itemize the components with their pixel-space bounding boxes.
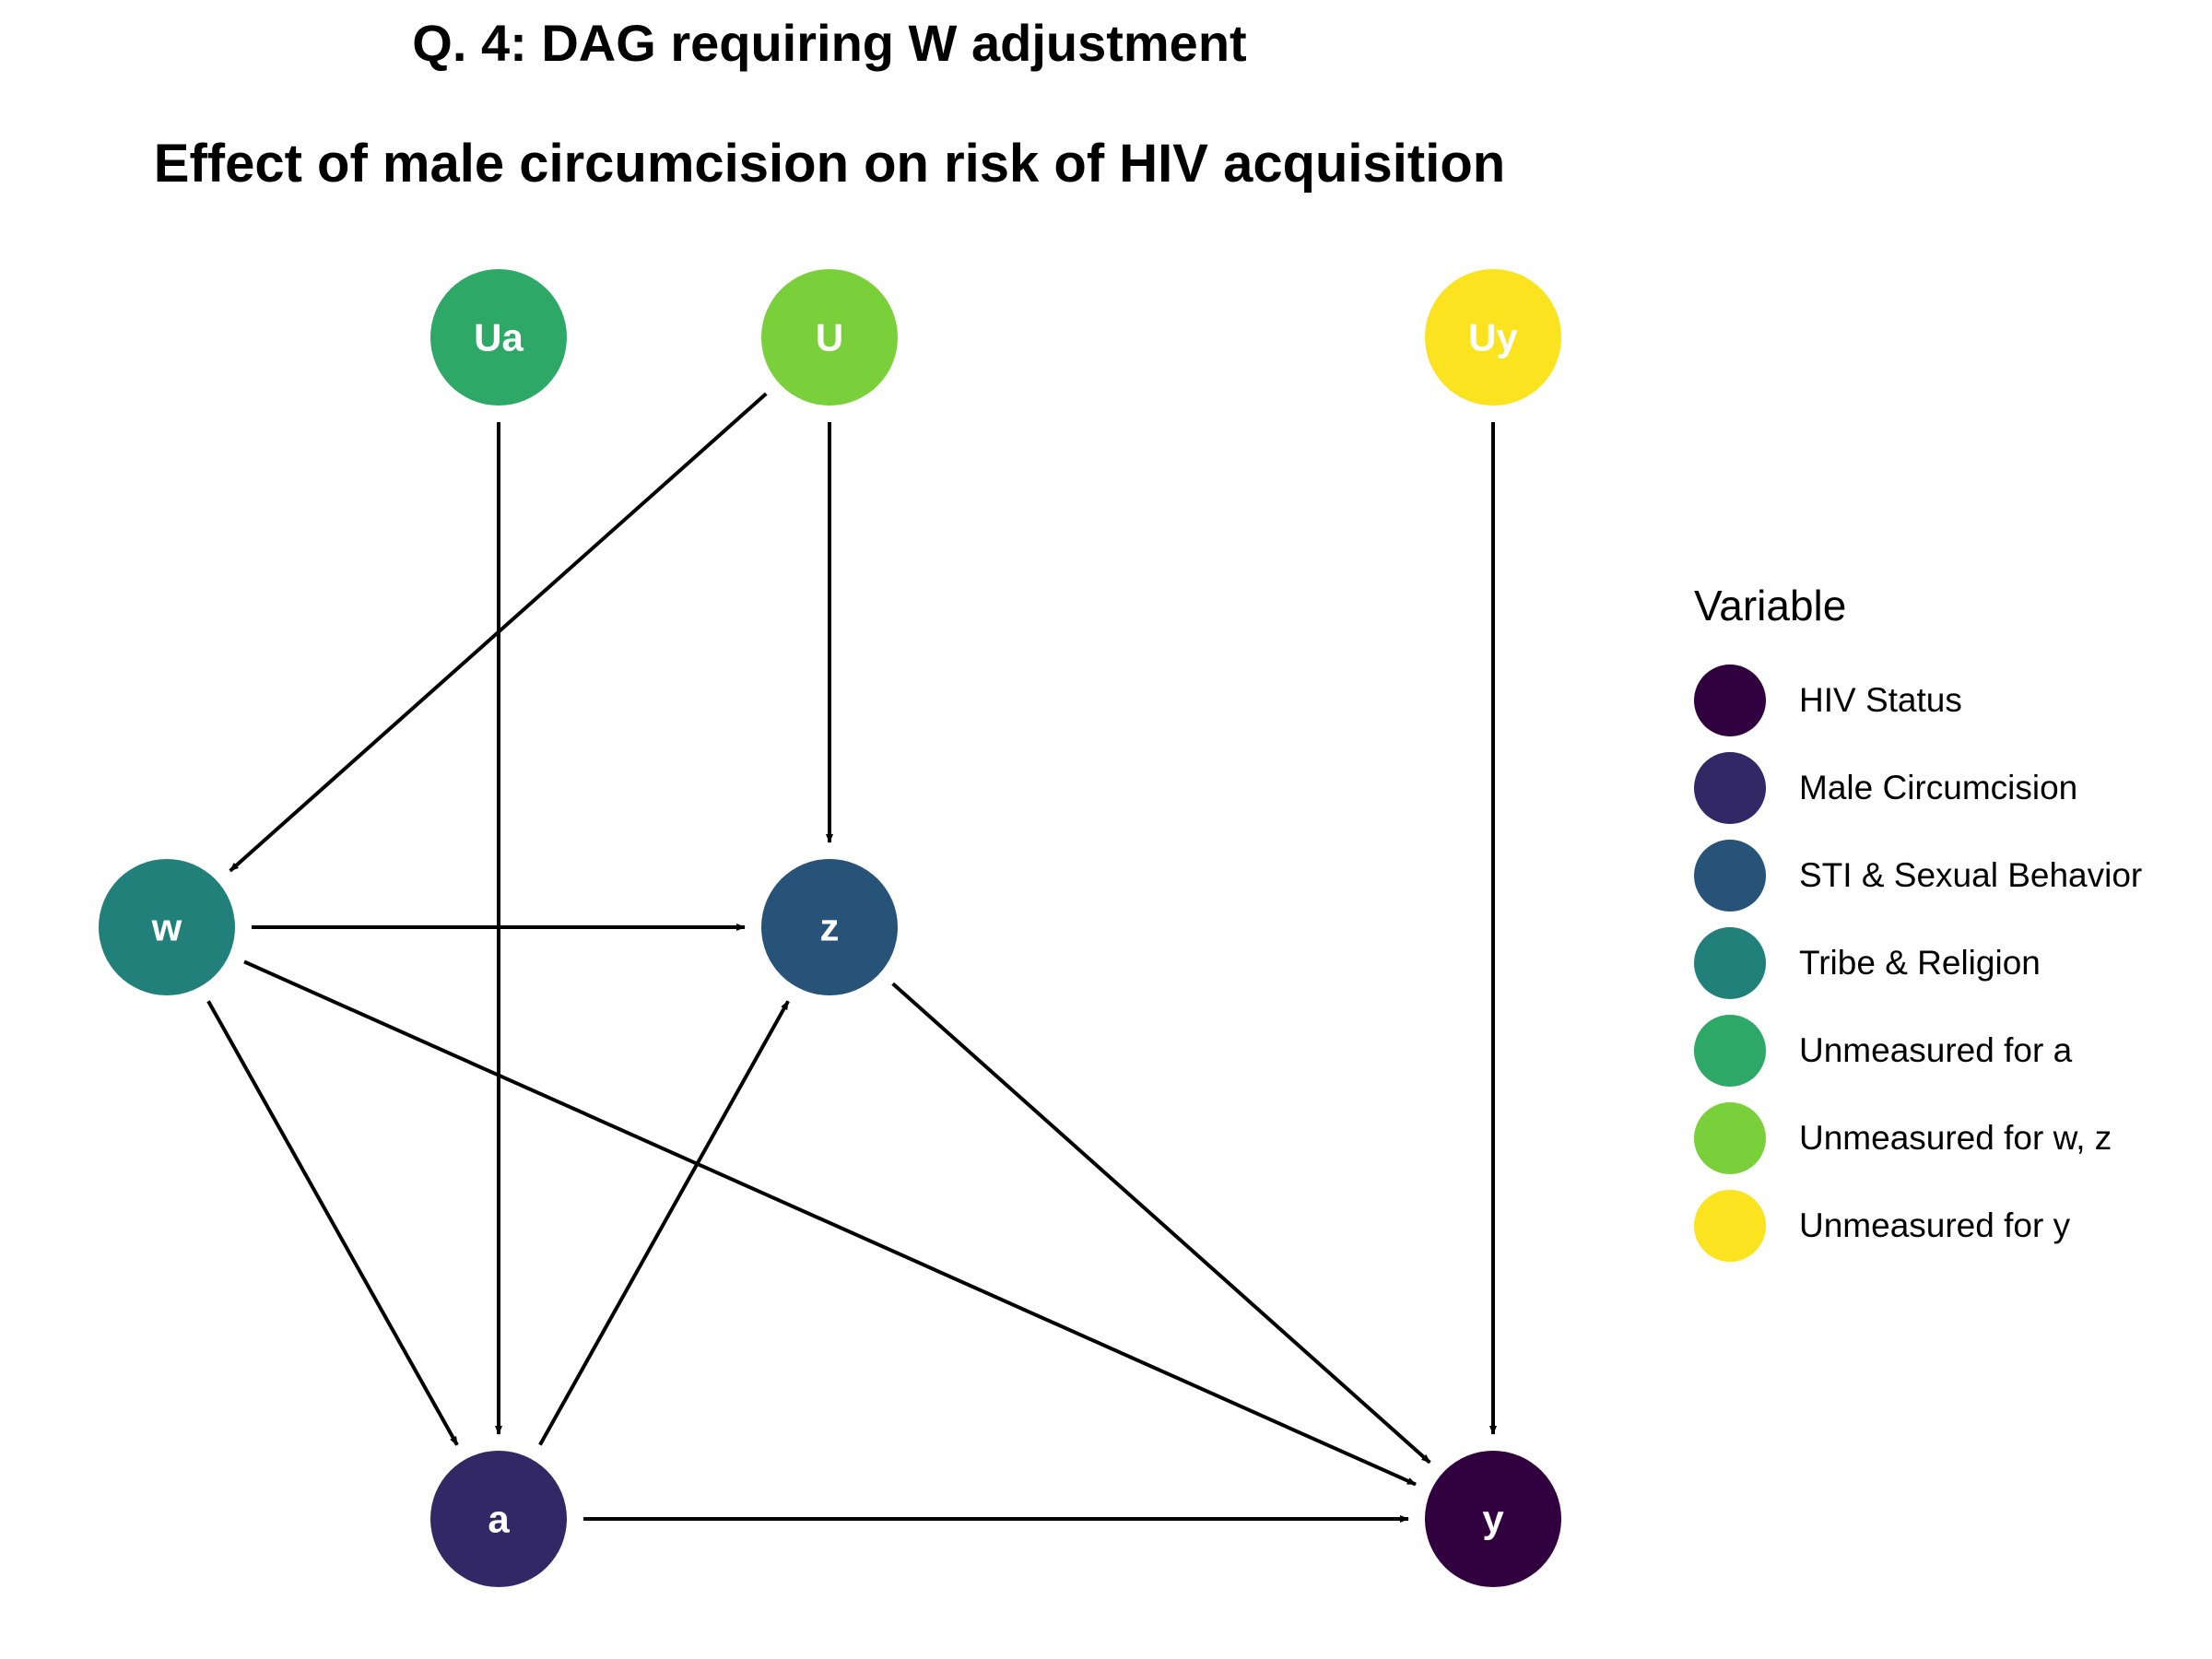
node-Ua: Ua xyxy=(430,269,567,406)
diagram-subtitle: Effect of male circumcision on risk of H… xyxy=(153,134,1506,194)
legend-item: Tribe & Religion xyxy=(1694,919,2142,1006)
legend-item: STI & Sexual Behavior xyxy=(1694,831,2142,919)
legend-label: HIV Status xyxy=(1799,680,1962,719)
legend-item: Unmeasured for y xyxy=(1694,1182,2142,1269)
node-circle-Ua xyxy=(430,269,567,406)
node-label-Uy: Uy xyxy=(1468,316,1518,359)
edge-z-to-y xyxy=(891,982,1431,1465)
legend-label: Unmeasured for w, z xyxy=(1799,1118,2112,1157)
node-label-w: w xyxy=(151,906,182,949)
node-circle-U xyxy=(761,269,898,406)
legend-label: Tribe & Religion xyxy=(1799,943,2041,982)
legend-swatch xyxy=(1694,1014,1766,1087)
node-U: U xyxy=(761,269,898,406)
legend-item: Male Circumcision xyxy=(1694,744,2142,831)
legend-swatch xyxy=(1694,664,1766,736)
nodes-layer: Ua U Uy w z a y xyxy=(99,269,1561,1587)
legend-title: Variable xyxy=(1694,582,1847,629)
legend-swatch xyxy=(1694,839,1766,912)
node-z: z xyxy=(761,859,898,995)
legend-items: HIV Status Male Circumcision STI & Sexual … xyxy=(1694,656,2142,1269)
legend-label: Male Circumcision xyxy=(1799,768,2078,806)
node-circle-a xyxy=(430,1451,567,1587)
node-label-U: U xyxy=(816,316,843,359)
edges-layer xyxy=(206,392,1497,1523)
legend-label: Unmeasured for y xyxy=(1799,1206,2071,1244)
legend-swatch xyxy=(1694,1101,1766,1174)
node-label-y: y xyxy=(1482,1498,1504,1541)
node-Uy: Uy xyxy=(1425,269,1561,406)
legend-swatch xyxy=(1694,751,1766,824)
legend: Variable HIV Status Male Circumcision STI … xyxy=(1694,581,2142,1269)
diagram-title: Q. 4: DAG requiring W adjustment xyxy=(412,14,1247,72)
legend-item: Unmeasured for w, z xyxy=(1694,1094,2142,1182)
edge-a-to-z xyxy=(538,1000,790,1446)
node-label-z: z xyxy=(820,906,840,949)
legend-item: Unmeasured for a xyxy=(1694,1006,2142,1094)
node-label-Ua: Ua xyxy=(474,316,524,359)
legend-label: STI & Sexual Behavior xyxy=(1799,855,2143,894)
legend-swatch xyxy=(1694,1189,1766,1262)
edge-w-to-a xyxy=(206,1000,459,1446)
legend-item: HIV Status xyxy=(1694,656,2142,744)
node-circle-Uy xyxy=(1425,269,1561,406)
node-w: w xyxy=(99,859,235,995)
dag-diagram: Ua U Uy w z a y xyxy=(99,269,1561,1587)
node-circle-y xyxy=(1425,1451,1561,1587)
legend-label: Unmeasured for a xyxy=(1799,1030,2073,1069)
node-label-a: a xyxy=(488,1498,510,1541)
node-y: y xyxy=(1425,1451,1561,1587)
node-circle-w xyxy=(99,859,235,995)
legend-swatch xyxy=(1694,926,1766,999)
edge-w-to-y xyxy=(243,959,1417,1487)
node-a: a xyxy=(430,1451,567,1587)
node-circle-z xyxy=(761,859,898,995)
